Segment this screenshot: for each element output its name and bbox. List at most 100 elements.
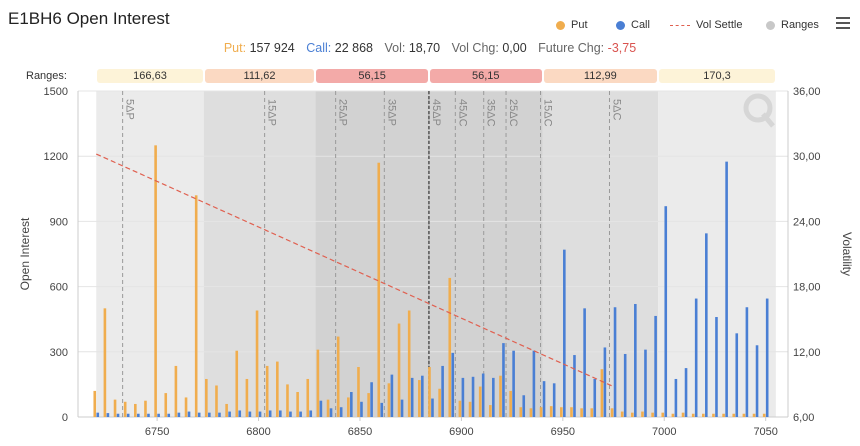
legend-vol-settle-label: Vol Settle [696,19,743,31]
y2-tick-label: 12,00 [793,347,821,359]
range-cell: 56,15 [429,69,542,83]
call-bar [451,352,455,417]
call-bar [116,413,120,417]
y2-axis-title: Volatility [840,232,854,276]
call-bar [623,353,627,417]
put-bar [194,195,198,417]
call-bar [654,315,657,417]
put-bar [428,367,431,417]
put-bar [752,413,756,417]
y2-tick-label: 24,00 [793,216,821,228]
chart-title: E1BH6 Open Interest [8,9,170,28]
call-bar [390,374,394,417]
put-bar [681,412,685,417]
put-bar [651,412,654,417]
call-bar [248,411,252,417]
x-tick-label: 7050 [753,426,777,438]
y-tick-label: 1500 [44,86,68,98]
call-bar [502,343,505,417]
call-bar [147,413,150,417]
x-tick-label: 6850 [348,426,372,438]
call-bar [644,349,647,417]
delta-label: 5ΔC [610,99,622,120]
put-bar [671,413,675,417]
put-bar [631,412,634,417]
call-bar [481,373,485,417]
put-bar [590,408,594,417]
put-bar [357,367,360,417]
call-bar [167,413,171,417]
put-bar [600,369,604,417]
call-bar [634,303,637,417]
x-tick-label: 6950 [551,426,575,438]
legend-vol-settle[interactable]: Vol Settle [670,19,742,31]
call-bar [289,411,292,417]
put-bar [560,407,563,417]
x-tick-label: 6800 [246,426,270,438]
call-bar [299,411,302,417]
put-bar [113,399,117,417]
put-bar [93,390,97,417]
call-bar [258,411,262,417]
call-bar [674,378,678,417]
put-bar [347,397,350,417]
delta-label: 35ΔC [485,99,497,127]
call-bar [694,298,698,417]
futchg-label: Future Chg: [538,41,605,55]
put-bar [722,413,725,417]
y-axis-title: Open Interest [18,217,32,290]
call-bar [492,377,495,417]
call-bar [329,408,333,417]
put-bar [610,408,614,417]
put-bar [205,378,208,417]
range-cell: 170,3 [659,69,775,83]
range-cell: 111,62 [204,69,315,83]
call-bar [157,413,160,417]
put-bar [184,397,188,417]
q-logo-tail [761,112,775,128]
put-bar [306,378,310,417]
call-bar [715,317,718,417]
y2-tick-label: 6,00 [793,412,814,424]
put-bar [509,390,512,417]
call-bar [735,333,739,417]
call-bar [400,399,404,417]
put-bar [641,411,644,417]
call-bar [603,347,607,417]
delta-label: 5ΔP [124,99,136,120]
put-bar [103,308,107,417]
legend-call[interactable]: Call [616,19,650,31]
y2-tick-label: 30,00 [793,151,821,163]
delta-label: 25ΔP [337,99,349,126]
call-bar [421,375,424,417]
delta-label: 15ΔC [542,99,554,127]
legend-ranges[interactable]: Ranges [766,19,819,31]
call-bar [593,378,597,417]
call-bar [471,376,475,417]
put-bar [519,407,523,417]
hamburger-menu-icon[interactable] [836,17,850,29]
put-bar [235,350,239,417]
q-logo-watermark [743,93,773,123]
call-bar [268,410,272,417]
call-bar [552,383,556,417]
ranges-label: Ranges: [26,70,67,82]
call-bar [279,410,282,417]
range-cell: 56,15 [316,69,428,83]
range-cell: 112,99 [543,69,658,83]
put-bar [580,408,583,417]
x-tick-label: 6750 [145,426,169,438]
call-bar [370,382,373,417]
put-bar [397,323,401,417]
volchg-value: 0,00 [502,41,527,55]
put-bar [712,413,715,417]
y2-tick-label: 18,00 [793,282,821,294]
range-band [542,91,659,417]
call-label: Call: [306,41,332,55]
put-bar [336,336,340,417]
put-bar [265,365,269,417]
legend-put[interactable]: Put [556,19,588,31]
put-bar [570,407,573,417]
put-bar [448,277,452,417]
put-bar [539,407,543,417]
